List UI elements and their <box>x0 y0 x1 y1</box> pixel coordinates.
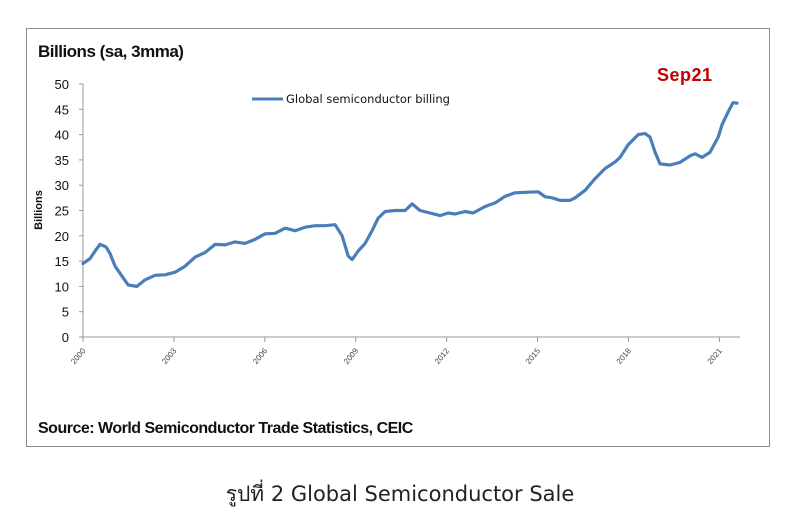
x-tick-label: 2000 <box>69 346 88 366</box>
x-tick-label: 2009 <box>342 346 361 366</box>
series-line-global-semiconductor-billing <box>81 101 739 288</box>
chart-frame <box>26 28 770 447</box>
y-tick-label: 40 <box>55 128 69 143</box>
annotation-sep21: Sep21 <box>657 65 713 85</box>
y-tick-label: 0 <box>62 330 69 345</box>
x-tick-label: 2015 <box>524 346 543 366</box>
y-tick-label: 10 <box>55 279 69 294</box>
x-tick-label: 2006 <box>251 346 270 366</box>
legend-label: Global semiconductor billing <box>286 92 450 106</box>
y-axis-label: Billions <box>33 190 45 230</box>
y-tick-label: 5 <box>62 305 69 320</box>
x-tick-label: 2021 <box>706 346 725 366</box>
chart-title: Billions (sa, 3mma) <box>38 42 184 61</box>
x-tick-label: 2018 <box>615 346 634 366</box>
y-tick-label: 15 <box>55 254 69 269</box>
y-tick-label: 20 <box>55 229 69 244</box>
x-tick-label: 2003 <box>160 346 179 366</box>
y-tick-label: 35 <box>55 153 69 168</box>
y-tick-label: 25 <box>55 204 69 219</box>
y-tick-label: 45 <box>55 102 69 117</box>
y-tick-label: 30 <box>55 178 69 193</box>
source-note: Source: World Semiconductor Trade Statis… <box>38 420 413 437</box>
x-tick-label: 2012 <box>433 346 452 366</box>
y-tick-label: 50 <box>55 77 69 92</box>
figure-caption: รูปที่ 2 Global Semiconductor Sale <box>225 482 575 506</box>
